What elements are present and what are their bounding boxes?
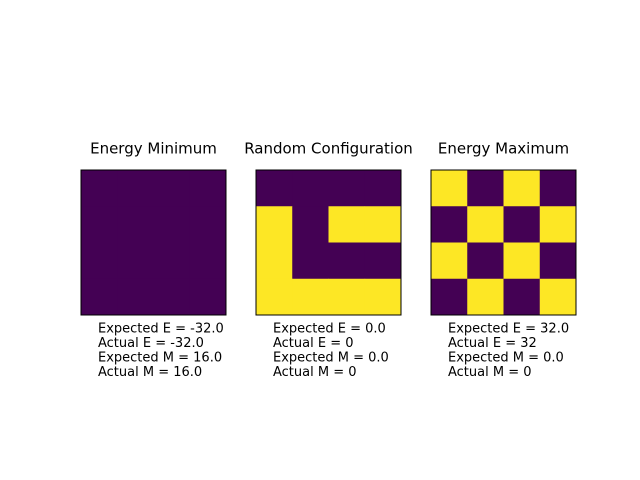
cell xyxy=(364,242,402,280)
annotation: Expected M = 16.0 xyxy=(98,351,222,366)
cell xyxy=(467,278,504,316)
cell xyxy=(539,278,577,316)
cell xyxy=(81,206,118,243)
cell xyxy=(364,206,402,243)
cell xyxy=(153,206,191,243)
cell xyxy=(539,242,577,280)
cell xyxy=(503,170,541,207)
cell xyxy=(364,170,402,207)
cell xyxy=(539,206,577,243)
cell xyxy=(189,242,227,280)
chart-title: Energy Maximum xyxy=(438,140,569,158)
annotation: Expected M = 0.0 xyxy=(273,351,389,366)
cell xyxy=(117,206,154,243)
annotation: Actual M = 16.0 xyxy=(98,365,202,380)
cell xyxy=(256,242,293,280)
annotation: Expected E = 32.0 xyxy=(448,322,569,337)
cell xyxy=(467,170,504,207)
cell xyxy=(467,242,504,280)
annotation: Actual E = 32 xyxy=(448,336,537,351)
annotation: Actual M = 0 xyxy=(273,365,357,380)
cell xyxy=(364,278,402,316)
cell xyxy=(292,242,329,280)
cell xyxy=(81,278,118,316)
frame xyxy=(430,169,577,316)
cell xyxy=(117,170,154,207)
cell xyxy=(503,242,541,280)
cell xyxy=(503,206,541,243)
cell xyxy=(256,206,293,243)
cell xyxy=(117,242,154,280)
cell xyxy=(292,170,329,207)
annotation: Expected E = 0.0 xyxy=(273,322,386,337)
cell xyxy=(328,170,366,207)
annotation: Actual E = 0 xyxy=(273,336,354,351)
cell xyxy=(292,206,329,243)
cell xyxy=(467,206,504,243)
cell xyxy=(256,278,293,316)
cell xyxy=(328,206,366,243)
annotation: Actual M = 0 xyxy=(448,365,532,380)
cell xyxy=(256,170,293,207)
cell xyxy=(153,170,191,207)
chart-title: Random Configuration xyxy=(244,140,413,158)
annotation: Expected M = 0.0 xyxy=(448,351,564,366)
frame xyxy=(255,169,402,316)
cell xyxy=(153,278,191,316)
cell xyxy=(328,278,366,316)
cell xyxy=(189,278,227,316)
cell xyxy=(153,242,191,280)
cell xyxy=(189,206,227,243)
cell xyxy=(539,170,577,207)
cell xyxy=(431,170,468,207)
cell xyxy=(328,242,366,280)
cell xyxy=(431,242,468,280)
frame xyxy=(80,169,227,316)
cell xyxy=(431,206,468,243)
cell xyxy=(81,242,118,280)
cell xyxy=(431,278,468,316)
cell xyxy=(503,278,541,316)
chart-title: Energy Minimum xyxy=(90,140,217,158)
cell xyxy=(189,170,227,207)
annotation: Actual E = -32.0 xyxy=(98,336,204,351)
annotation: Expected E = -32.0 xyxy=(98,322,224,337)
cell xyxy=(117,278,154,316)
cell xyxy=(81,170,118,207)
cell xyxy=(292,278,329,316)
